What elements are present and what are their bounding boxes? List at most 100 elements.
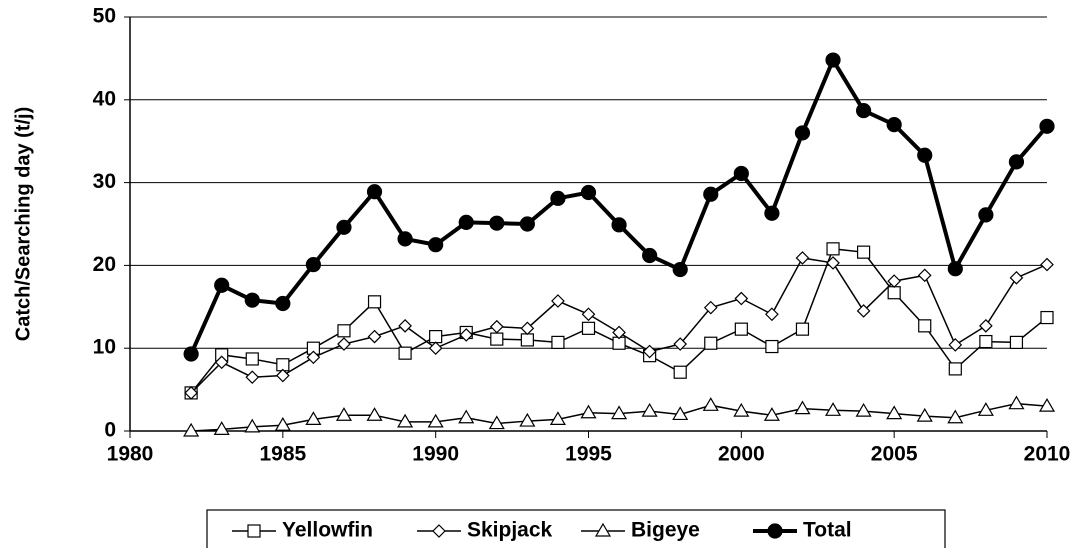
marker <box>826 256 840 270</box>
marker <box>305 411 322 426</box>
marker <box>855 402 872 417</box>
marker <box>519 412 536 427</box>
marker <box>429 330 443 344</box>
marker <box>244 292 260 308</box>
marker <box>580 184 597 201</box>
marker <box>611 405 628 420</box>
legend-box <box>206 509 946 548</box>
marker <box>887 274 902 288</box>
marker <box>213 421 230 435</box>
marker <box>398 318 412 333</box>
marker <box>275 368 290 383</box>
marker <box>397 231 413 247</box>
marker <box>489 319 504 334</box>
marker <box>245 370 260 385</box>
x-tick-label: 2000 <box>718 443 765 466</box>
y-tick-label: 10 <box>93 336 116 359</box>
marker <box>398 346 412 360</box>
x-tick-label: 1985 <box>259 443 306 466</box>
marker <box>428 341 443 356</box>
y-tick-label: 0 <box>104 419 116 442</box>
marker <box>611 217 627 233</box>
marker <box>734 322 748 336</box>
marker <box>1039 118 1055 134</box>
marker <box>795 251 810 265</box>
marker <box>977 402 994 416</box>
marker <box>856 304 871 318</box>
series-line <box>189 55 1049 355</box>
marker <box>855 102 872 119</box>
marker <box>551 335 565 350</box>
marker <box>856 245 871 259</box>
marker <box>214 355 229 370</box>
marker <box>673 337 688 351</box>
marker <box>305 256 321 273</box>
marker <box>520 321 535 336</box>
marker <box>580 404 597 419</box>
legend-label: Skipjack <box>467 519 553 542</box>
marker <box>458 214 474 230</box>
marker <box>763 407 780 421</box>
marker <box>673 365 687 379</box>
y-tick-label: 30 <box>93 170 116 193</box>
marker <box>765 307 779 322</box>
marker <box>767 523 783 539</box>
marker <box>702 397 719 411</box>
marker <box>918 319 932 333</box>
marker <box>183 422 200 437</box>
marker <box>336 219 352 235</box>
legend-label: Bigeye <box>631 519 700 542</box>
marker <box>581 321 596 335</box>
y-tick-label: 40 <box>93 87 116 110</box>
x-tick-label: 2005 <box>871 443 918 466</box>
marker <box>427 413 444 428</box>
legend-label: Total <box>803 519 852 542</box>
marker <box>733 402 750 417</box>
marker <box>948 338 963 352</box>
x-tick-label: 2010 <box>1024 443 1071 466</box>
marker <box>183 346 199 362</box>
marker <box>490 332 504 346</box>
marker <box>1009 335 1024 350</box>
marker <box>672 261 688 278</box>
marker <box>917 147 933 163</box>
marker <box>520 333 534 347</box>
marker <box>794 125 811 141</box>
x-tick-label: 1995 <box>565 443 612 466</box>
marker <box>642 247 658 264</box>
marker <box>306 350 321 365</box>
marker <box>1008 154 1025 170</box>
marker <box>764 205 780 221</box>
marker <box>825 52 841 68</box>
marker <box>1008 395 1025 410</box>
marker <box>672 406 689 421</box>
marker <box>214 277 230 293</box>
marker <box>734 291 749 306</box>
marker <box>612 325 626 340</box>
marker <box>917 268 932 283</box>
marker <box>458 409 475 424</box>
marker <box>366 407 383 421</box>
marker <box>549 411 566 426</box>
marker <box>947 409 964 424</box>
marker <box>641 402 658 417</box>
marker <box>245 352 259 366</box>
marker <box>275 295 291 312</box>
marker <box>765 339 779 354</box>
marker <box>459 328 474 342</box>
marker <box>733 165 749 182</box>
y-tick-label: 50 <box>93 5 116 28</box>
marker <box>397 413 414 428</box>
marker <box>886 117 902 133</box>
marker <box>1040 257 1054 272</box>
marker <box>1038 397 1056 412</box>
marker <box>432 524 446 538</box>
marker <box>184 386 198 400</box>
marker <box>703 300 718 315</box>
marker <box>824 402 842 416</box>
marker <box>550 190 566 206</box>
marker <box>274 417 291 431</box>
marker <box>948 362 962 376</box>
marker <box>335 407 353 421</box>
